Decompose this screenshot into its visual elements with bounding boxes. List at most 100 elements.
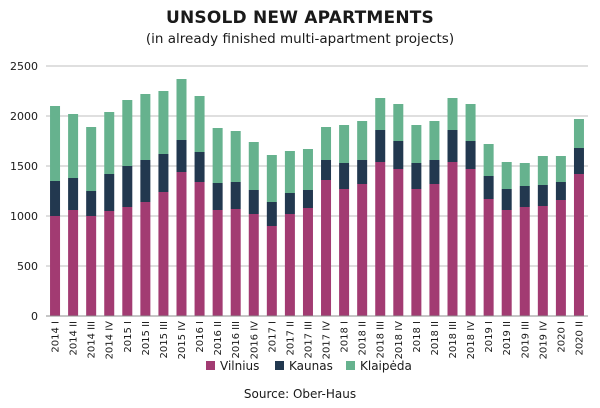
x-tick-label: 2014 IV bbox=[105, 321, 116, 360]
bar-segment-vilnius bbox=[284, 214, 295, 316]
bar-segment-kaunas bbox=[357, 160, 368, 184]
x-tick-label: 2020 I bbox=[556, 321, 567, 353]
bar-segment-vilnius bbox=[140, 202, 151, 316]
y-tick-label: 1000 bbox=[10, 210, 38, 223]
bar-segment-vilnius bbox=[68, 210, 79, 316]
bar-segment-kaunas bbox=[302, 190, 313, 208]
legend-swatch-klaipėda bbox=[346, 361, 355, 370]
legend-swatch-vilnius bbox=[206, 361, 215, 370]
bar-segment-vilnius bbox=[339, 189, 350, 316]
bar-segment-vilnius bbox=[483, 199, 494, 316]
bar-segment-vilnius bbox=[122, 207, 133, 316]
bar-segment-kaunas bbox=[212, 183, 223, 210]
x-tick-label: 2019 I bbox=[484, 321, 495, 353]
bar-segment-vilnius bbox=[501, 210, 512, 316]
bar-segment-vilnius bbox=[194, 182, 205, 316]
bar-segment-vilnius bbox=[393, 169, 404, 316]
bar-segment-kaunas bbox=[465, 141, 476, 169]
bar-segment-klaipėda bbox=[465, 104, 476, 141]
bar-segment-kaunas bbox=[122, 166, 133, 207]
bar-segment-kaunas bbox=[86, 191, 97, 216]
x-tick-label: 2018 IV bbox=[394, 321, 405, 360]
x-tick-label: 2017 III bbox=[303, 321, 314, 358]
x-tick-label: 2018 IV bbox=[466, 321, 477, 360]
bar-segment-klaipėda bbox=[537, 156, 548, 185]
legend-label-klaipėda: Klaipėda bbox=[360, 359, 412, 373]
bar-segment-kaunas bbox=[429, 160, 440, 184]
bar-segment-kaunas bbox=[519, 186, 530, 207]
y-tick-label: 2500 bbox=[10, 60, 38, 73]
bar-segment-kaunas bbox=[393, 141, 404, 169]
bar-segment-kaunas bbox=[501, 189, 512, 210]
bar-segment-klaipėda bbox=[212, 128, 223, 183]
legend-label-kaunas: Kaunas bbox=[289, 359, 333, 373]
bar-segment-klaipėda bbox=[411, 125, 422, 163]
bar-segment-klaipėda bbox=[573, 119, 584, 148]
x-tick-label: 2016 I bbox=[195, 321, 206, 353]
bar-segment-klaipėda bbox=[248, 142, 259, 190]
y-tick-label: 500 bbox=[17, 260, 38, 273]
bar-segment-klaipėda bbox=[555, 156, 566, 182]
x-tick-label: 2018 III bbox=[448, 321, 459, 358]
bar-segment-kaunas bbox=[555, 182, 566, 200]
bar-segment-vilnius bbox=[212, 210, 223, 316]
y-tick-label: 0 bbox=[31, 310, 38, 323]
bar-segment-kaunas bbox=[483, 176, 494, 199]
bar-segment-klaipėda bbox=[104, 112, 115, 174]
bar-segment-kaunas bbox=[194, 152, 205, 182]
legend-swatch-kaunas bbox=[275, 361, 284, 370]
x-tick-label: 2014 I bbox=[51, 321, 62, 353]
bar-segment-kaunas bbox=[50, 181, 61, 216]
bar-segment-kaunas bbox=[375, 130, 386, 162]
bar-segment-klaipėda bbox=[176, 79, 187, 140]
bar-segment-klaipėda bbox=[230, 131, 241, 182]
bar-segment-klaipėda bbox=[447, 98, 458, 130]
bar-segment-klaipėda bbox=[519, 163, 530, 186]
x-tick-label: 2018 II bbox=[358, 321, 369, 356]
x-tick-label: 2015 I bbox=[123, 321, 134, 353]
bar-segment-kaunas bbox=[248, 190, 259, 214]
bar-segment-kaunas bbox=[176, 140, 187, 172]
x-tick-label: 2018 I bbox=[412, 321, 423, 353]
x-tick-label: 2017 II bbox=[285, 321, 296, 356]
legend-label-vilnius: Vilnius bbox=[220, 359, 259, 373]
bar-segment-klaipėda bbox=[429, 121, 440, 160]
bar-segment-klaipėda bbox=[375, 98, 386, 130]
bar-segment-vilnius bbox=[86, 216, 97, 316]
bar-segment-klaipėda bbox=[302, 149, 313, 190]
bar-segment-kaunas bbox=[266, 202, 277, 226]
source-note: Source: Ober-Haus bbox=[243, 387, 357, 401]
x-tick-label: 2019 II bbox=[502, 321, 513, 356]
bar-segment-kaunas bbox=[68, 178, 79, 210]
bar-segment-vilnius bbox=[248, 214, 259, 316]
x-tick-label: 2014 II bbox=[69, 321, 80, 356]
x-tick-label: 2019 III bbox=[520, 321, 531, 358]
chart-title: UNSOLD NEW APARTMENTS bbox=[165, 8, 435, 28]
bar-segment-klaipėda bbox=[357, 121, 368, 160]
bar-segment-klaipėda bbox=[158, 91, 169, 154]
x-tick-label: 2016 IV bbox=[249, 321, 260, 360]
y-tick-label: 2000 bbox=[10, 110, 38, 123]
bar-segment-klaipėda bbox=[140, 94, 151, 160]
bar-segment-kaunas bbox=[104, 174, 115, 211]
x-tick-label: 2020 II bbox=[574, 321, 585, 356]
x-tick-label: 2017 I bbox=[267, 321, 278, 353]
bar-segment-vilnius bbox=[158, 192, 169, 316]
bar-segment-kaunas bbox=[339, 163, 350, 189]
x-tick-label: 2019 IV bbox=[538, 321, 549, 360]
bar-segment-klaipėda bbox=[393, 104, 404, 141]
bar-segment-vilnius bbox=[375, 162, 386, 316]
bar-segment-klaipėda bbox=[339, 125, 350, 163]
bar-segment-klaipėda bbox=[194, 96, 205, 152]
bar-segment-vilnius bbox=[573, 174, 584, 316]
x-tick-label: 2016 II bbox=[213, 321, 224, 356]
x-tick-label: 2016 III bbox=[231, 321, 242, 358]
bar-segment-klaipėda bbox=[483, 144, 494, 176]
x-tick-label: 2015 III bbox=[159, 321, 170, 358]
x-tick-label: 2015 II bbox=[141, 321, 152, 356]
bar-segment-kaunas bbox=[447, 130, 458, 162]
bar-segment-klaipėda bbox=[284, 151, 295, 193]
bar-segment-kaunas bbox=[321, 160, 332, 180]
